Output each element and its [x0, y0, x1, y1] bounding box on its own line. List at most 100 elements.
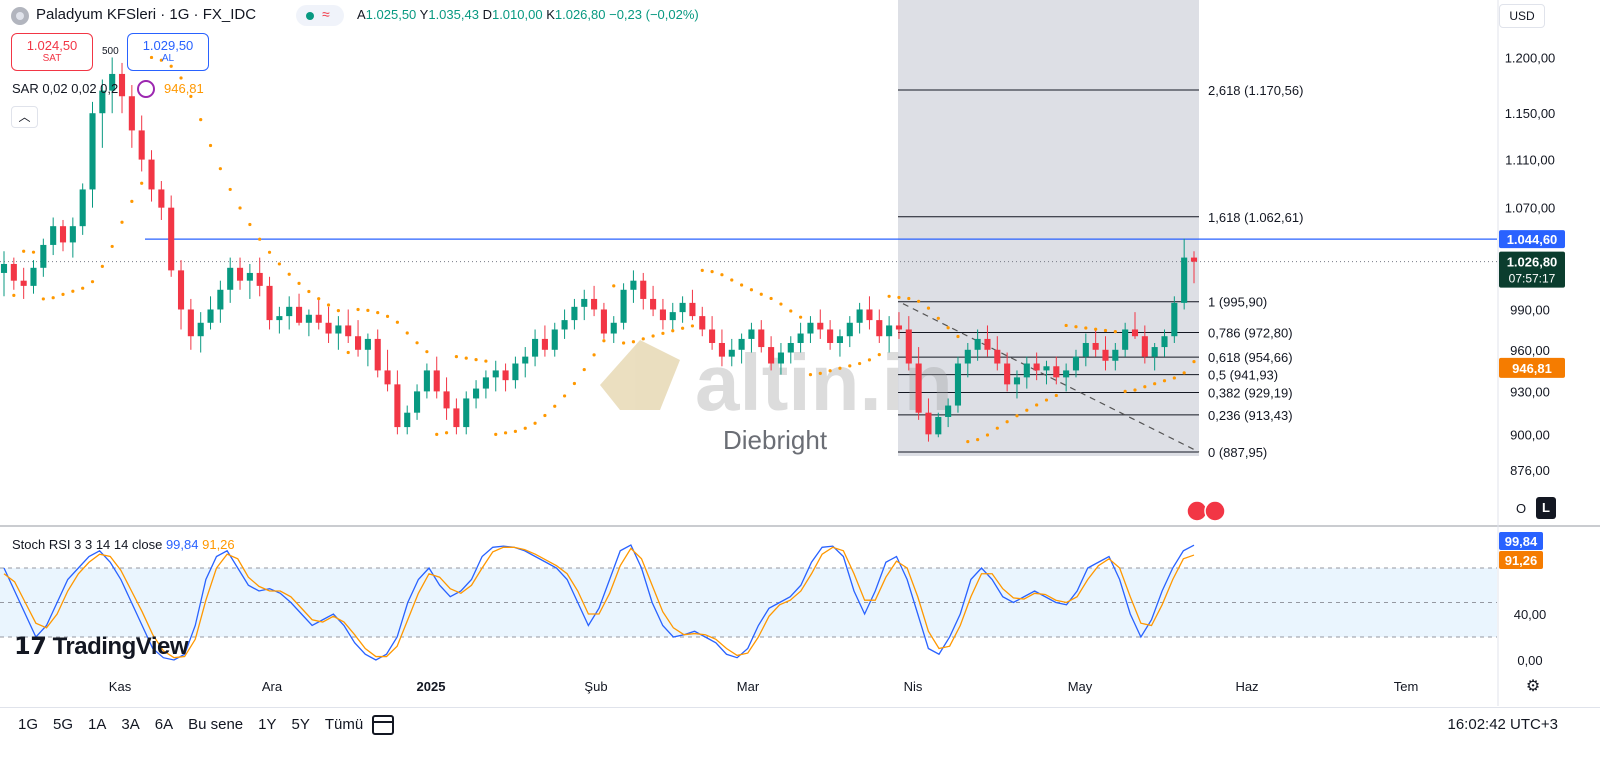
candle-body: [443, 391, 450, 409]
sar-dot: [149, 55, 154, 60]
candle-body: [679, 302, 686, 313]
candle-body: [1023, 363, 1030, 378]
candle-body: [286, 306, 293, 317]
fib-label: 0 (887,95): [1208, 445, 1267, 460]
range-button[interactable]: 1Y: [258, 716, 277, 733]
sar-dot: [582, 367, 586, 372]
sar-dot: [818, 371, 822, 375]
currency-selector[interactable]: USD: [1499, 4, 1545, 28]
last-price-tag-bg: [1499, 251, 1565, 288]
candle-body: [207, 309, 214, 323]
bottom-toolbar: 1G 5G 1A 3A 6A Bu sene 1Y 5Y Tümü 16:02:42 UTC+3: [0, 707, 1600, 741]
sar-dot: [71, 289, 75, 293]
sar-dot: [208, 143, 213, 148]
candle-body: [876, 320, 883, 337]
candle-body: [374, 338, 381, 371]
candle-body: [246, 272, 253, 281]
sar-dot: [61, 292, 65, 296]
candle-body: [797, 333, 804, 343]
sar-dot: [1025, 408, 1029, 412]
sell-button[interactable]: 1.024,50 SAT: [11, 33, 93, 71]
range-button[interactable]: 5Y: [291, 716, 310, 733]
stoch-legend-label: Stoch RSI 3 3 14 14 close: [12, 537, 163, 552]
market-status-pill[interactable]: ≈: [296, 5, 344, 26]
sar-dot: [31, 250, 36, 254]
sar-dot: [169, 64, 173, 68]
candle-body: [620, 289, 627, 323]
candle-body: [158, 189, 165, 208]
time-tick-label: Kas: [109, 679, 132, 694]
candle-body: [905, 329, 912, 364]
sar-dot: [120, 220, 124, 224]
candle-body: [640, 280, 647, 299]
us-flag-icon: [1204, 500, 1226, 522]
sar-dot: [1074, 325, 1078, 329]
range-button[interactable]: 1A: [88, 716, 107, 733]
candle-body: [187, 309, 194, 337]
candle-body: [177, 270, 185, 310]
sar-dot: [218, 167, 222, 171]
stoch-k-legend: 99,84: [165, 537, 199, 552]
buy-button[interactable]: 1.029,50 AL: [127, 33, 209, 71]
range-button[interactable]: 5G: [53, 716, 74, 733]
spread-value: 500: [102, 46, 119, 57]
sar-dot: [828, 369, 832, 373]
candle-body: [659, 309, 666, 321]
chart-title[interactable]: Paladyum KFSleri · 1G · FX_IDC: [36, 6, 257, 23]
candle-body: [217, 289, 224, 310]
candle-body: [305, 314, 312, 323]
sar-dot: [366, 308, 370, 313]
sar-dot: [277, 262, 281, 266]
settings-gear-icon[interactable]: ⚙: [1525, 678, 1541, 695]
tradingview-logo[interactable]: 𝟭𝟳 TradingView: [14, 633, 189, 660]
percent-scale-toggle[interactable]: O: [1515, 501, 1527, 516]
clock[interactable]: 16:02:42 UTC+3: [1447, 716, 1559, 733]
candle-body: [1102, 349, 1109, 361]
candle-body: [709, 329, 716, 343]
candle-body: [1122, 329, 1129, 350]
fib-label: 2,618 (1.170,56): [1208, 83, 1303, 98]
candle-body: [984, 338, 991, 350]
fib-label: 0,382 (929,19): [1208, 386, 1293, 401]
sar-dot: [1153, 382, 1157, 386]
sar-dot: [454, 355, 458, 359]
sar-dot: [248, 222, 252, 227]
range-button[interactable]: 6A: [154, 716, 174, 733]
candles: [0, 57, 1198, 442]
fib-label: 1,618 (1.062,61): [1208, 210, 1303, 225]
sar-dot: [877, 353, 881, 357]
sar-dot: [179, 76, 183, 80]
stoch-legend[interactable]: Stoch RSI 3 3 14 14 close 99,84 91,26: [12, 537, 235, 552]
price-tick-label: 900,00: [1510, 427, 1550, 442]
time-tick-label: Ara: [262, 679, 283, 694]
sar-dot: [631, 340, 636, 344]
calendar-goto-icon[interactable]: [372, 715, 394, 735]
stoch-tick-label: 0,00: [1517, 653, 1542, 668]
candle-body: [1151, 347, 1158, 357]
sar-dot: [926, 306, 931, 310]
sar-dot: [1113, 330, 1117, 334]
candle-body: [394, 384, 401, 428]
range-button[interactable]: Tümü: [324, 716, 364, 733]
sar-dots: [12, 55, 1196, 444]
ohlc-high: 1.035,43: [428, 7, 479, 22]
sar-dot: [326, 303, 331, 307]
range-button[interactable]: 1G: [18, 716, 39, 733]
stoch-tick-label: 40,00: [1514, 607, 1547, 622]
candle-body: [109, 73, 116, 91]
collapse-legend-button[interactable]: ︿: [11, 106, 38, 128]
candle-body: [846, 322, 853, 337]
fib-label: 0,618 (954,66): [1208, 350, 1293, 365]
candle-body: [1033, 363, 1040, 371]
stoch-k-tag: 99,84: [1505, 534, 1538, 549]
time-tick-label: 2025: [417, 679, 446, 694]
log-scale-toggle[interactable]: L: [1536, 497, 1556, 519]
range-button[interactable]: 3A: [121, 716, 140, 733]
sar-dot: [346, 350, 350, 355]
stoch-d-legend: 91,26: [202, 537, 235, 552]
range-button[interactable]: Bu sene: [188, 716, 244, 733]
market-open-icon: [306, 12, 314, 20]
wave-icon: ≈: [322, 6, 330, 22]
sar-legend[interactable]: SAR 0,02 0,02 0,2: [12, 81, 119, 96]
